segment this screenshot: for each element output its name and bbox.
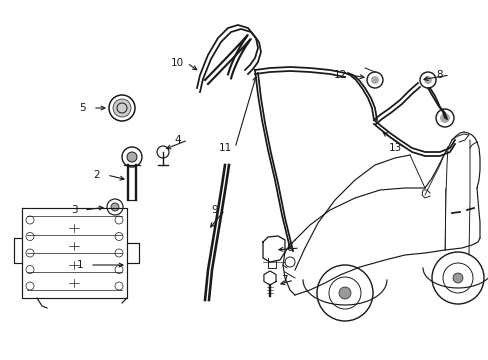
Text: 13: 13 — [387, 143, 401, 153]
Circle shape — [111, 203, 119, 211]
Text: 7: 7 — [280, 275, 287, 285]
Circle shape — [423, 76, 431, 84]
Circle shape — [439, 113, 449, 123]
Text: 9: 9 — [211, 205, 218, 215]
Text: 6: 6 — [286, 243, 293, 253]
Circle shape — [370, 76, 378, 84]
Text: 1: 1 — [77, 260, 83, 270]
Circle shape — [127, 152, 137, 162]
Circle shape — [338, 287, 350, 299]
Polygon shape — [264, 271, 276, 285]
Polygon shape — [263, 236, 285, 262]
Text: 5: 5 — [80, 103, 86, 113]
Text: 4: 4 — [174, 135, 181, 145]
Circle shape — [452, 273, 462, 283]
Text: 3: 3 — [71, 205, 77, 215]
Text: 12: 12 — [333, 70, 346, 80]
Text: 11: 11 — [218, 143, 231, 153]
Text: 2: 2 — [94, 170, 100, 180]
Text: 10: 10 — [170, 58, 183, 68]
Text: 8: 8 — [436, 70, 443, 80]
Circle shape — [113, 99, 131, 117]
